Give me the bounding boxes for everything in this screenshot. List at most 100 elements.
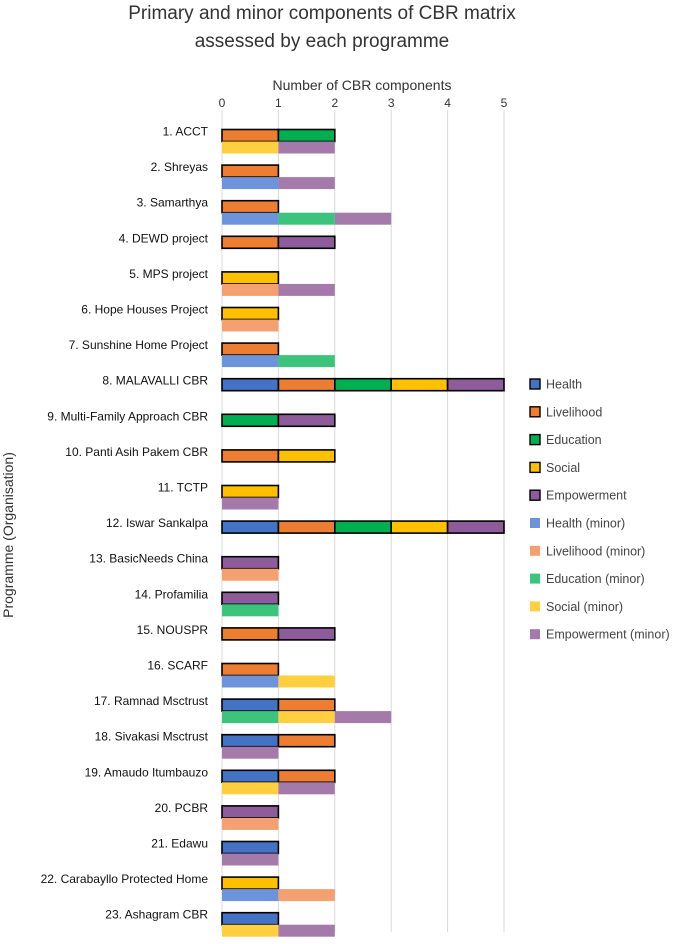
bar-health-minor — [222, 355, 279, 368]
bar-education — [333, 520, 392, 534]
bar-social — [390, 520, 449, 534]
bar-empowerment-minor — [278, 177, 335, 190]
category-label: 11. TCTP — [158, 481, 208, 495]
bar-health — [221, 698, 280, 712]
legend-swatch-education — [529, 433, 541, 446]
bar-livelihood — [221, 449, 280, 463]
bar-livelihood — [221, 627, 280, 641]
category-label: 3. Samarthya — [137, 196, 209, 210]
bar-social-minor — [278, 711, 335, 724]
bar-social-minor — [278, 675, 335, 688]
legend-label: Social (minor) — [546, 600, 623, 614]
category-label: 2. Shreyas — [151, 160, 208, 174]
bar-health-minor — [222, 177, 279, 190]
x-tick-0: 0 — [219, 96, 226, 110]
bar-livelihood — [277, 377, 336, 392]
y-axis-title: Programme (Organisation) — [0, 452, 16, 618]
chart-title-line-1: Primary and minor components of CBR matr… — [128, 3, 516, 24]
bar-empowerment-minor — [222, 746, 279, 759]
bars — [221, 128, 505, 937]
category-label: 7. Sunshine Home Project — [69, 338, 209, 352]
bar-social — [221, 484, 280, 499]
bar-livelihood — [221, 164, 280, 178]
bar-livelihood — [277, 698, 336, 712]
legend-swatch-social-minor — [530, 601, 540, 612]
chart-title-line-2: assessed by each programme — [195, 31, 450, 52]
category-labels: 1. ACCT 2. Shreyas 3. Samarthya 4. DEWD pro… — [41, 125, 209, 922]
x-tick-5: 5 — [501, 96, 508, 110]
bar-health — [221, 769, 280, 784]
bar-livelihood-minor — [222, 817, 279, 830]
category-label: 1. ACCT — [163, 125, 209, 139]
bar-livelihood — [221, 342, 280, 356]
bar-health — [221, 377, 280, 392]
bar-social-minor — [222, 141, 279, 154]
bar-empowerment — [221, 591, 280, 606]
legend-label: Livelihood — [546, 405, 602, 419]
category-label: 17. Ramnad Msctrust — [94, 694, 209, 708]
bar-livelihood — [277, 733, 336, 748]
legend-swatch-livelihood-minor — [530, 545, 540, 556]
x-axis-title: Number of CBR components — [273, 77, 452, 93]
bar-livelihood — [277, 520, 336, 534]
bar-empowerment-minor — [278, 283, 335, 296]
bar-empowerment — [277, 235, 336, 250]
category-label: 14. Profamilia — [135, 587, 209, 601]
x-tick-labels: 0 1 2 3 4 5 — [219, 96, 508, 110]
legend-label: Health — [546, 378, 582, 392]
bar-health-minor — [222, 675, 279, 688]
bar-education — [277, 128, 336, 143]
bar-empowerment-minor — [334, 711, 392, 724]
category-label: 18. Sivakasi Msctrust — [95, 730, 209, 744]
x-tick-4: 4 — [444, 96, 451, 110]
bar-social — [221, 876, 280, 890]
category-label: 12. Iswar Sankalpa — [106, 516, 208, 530]
bar-health — [221, 733, 280, 748]
category-label: 8. MALAVALLI CBR — [102, 374, 208, 388]
bar-health — [221, 840, 280, 855]
category-label: 19. Amaudo Itumbauzo — [85, 765, 209, 779]
legend-label: Social — [546, 461, 580, 475]
bar-health-minor — [222, 212, 279, 225]
category-label: 23. Ashagram CBR — [105, 908, 208, 922]
bar-education-minor — [222, 604, 279, 617]
category-label: 20. PCBR — [155, 801, 209, 815]
bar-social — [390, 377, 449, 392]
category-label: 6. Hope Houses Project — [81, 303, 208, 317]
bar-empowerment — [221, 555, 280, 570]
x-tick-3: 3 — [388, 96, 395, 110]
category-label: 21. Edawu — [151, 837, 208, 851]
category-label: 22. Carabayllo Protected Home — [41, 872, 209, 886]
category-label: 16. SCARF — [147, 659, 208, 673]
bar-empowerment — [221, 805, 280, 819]
legend-label: Empowerment (minor) — [546, 628, 670, 642]
x-tick-1: 1 — [275, 96, 282, 110]
legend-swatch-education-minor — [530, 573, 540, 584]
bar-livelihood-minor — [222, 283, 279, 296]
bar-education-minor — [222, 711, 279, 724]
category-label: 15. NOUSPR — [137, 623, 209, 637]
category-label: 10. Panti Asih Pakem CBR — [65, 445, 208, 459]
bar-health — [221, 520, 280, 534]
bar-empowerment-minor — [278, 141, 335, 154]
bar-livelihood-minor — [222, 319, 279, 332]
bar-empowerment — [277, 627, 336, 641]
bar-empowerment — [446, 377, 505, 392]
bar-empowerment — [277, 413, 336, 428]
bar-empowerment-minor — [222, 497, 279, 510]
bar-health-minor — [222, 889, 279, 902]
legend-swatch-livelihood — [529, 406, 541, 418]
bar-livelihood-minor — [222, 568, 279, 581]
bar-education-minor — [278, 355, 335, 368]
bar-education — [333, 377, 392, 392]
legend-swatch-empowerment — [529, 489, 541, 501]
legend-swatch-social — [529, 461, 541, 474]
bar-livelihood — [277, 769, 336, 784]
legend-label: Empowerment — [546, 489, 627, 503]
bar-empowerment-minor — [222, 853, 279, 866]
bar-livelihood — [221, 662, 280, 677]
x-tick-2: 2 — [331, 96, 338, 110]
legend-label: Livelihood (minor) — [546, 544, 645, 558]
bar-social-minor — [222, 782, 279, 795]
legend: Health Livelihood Education Social Empowerme… — [529, 378, 670, 642]
